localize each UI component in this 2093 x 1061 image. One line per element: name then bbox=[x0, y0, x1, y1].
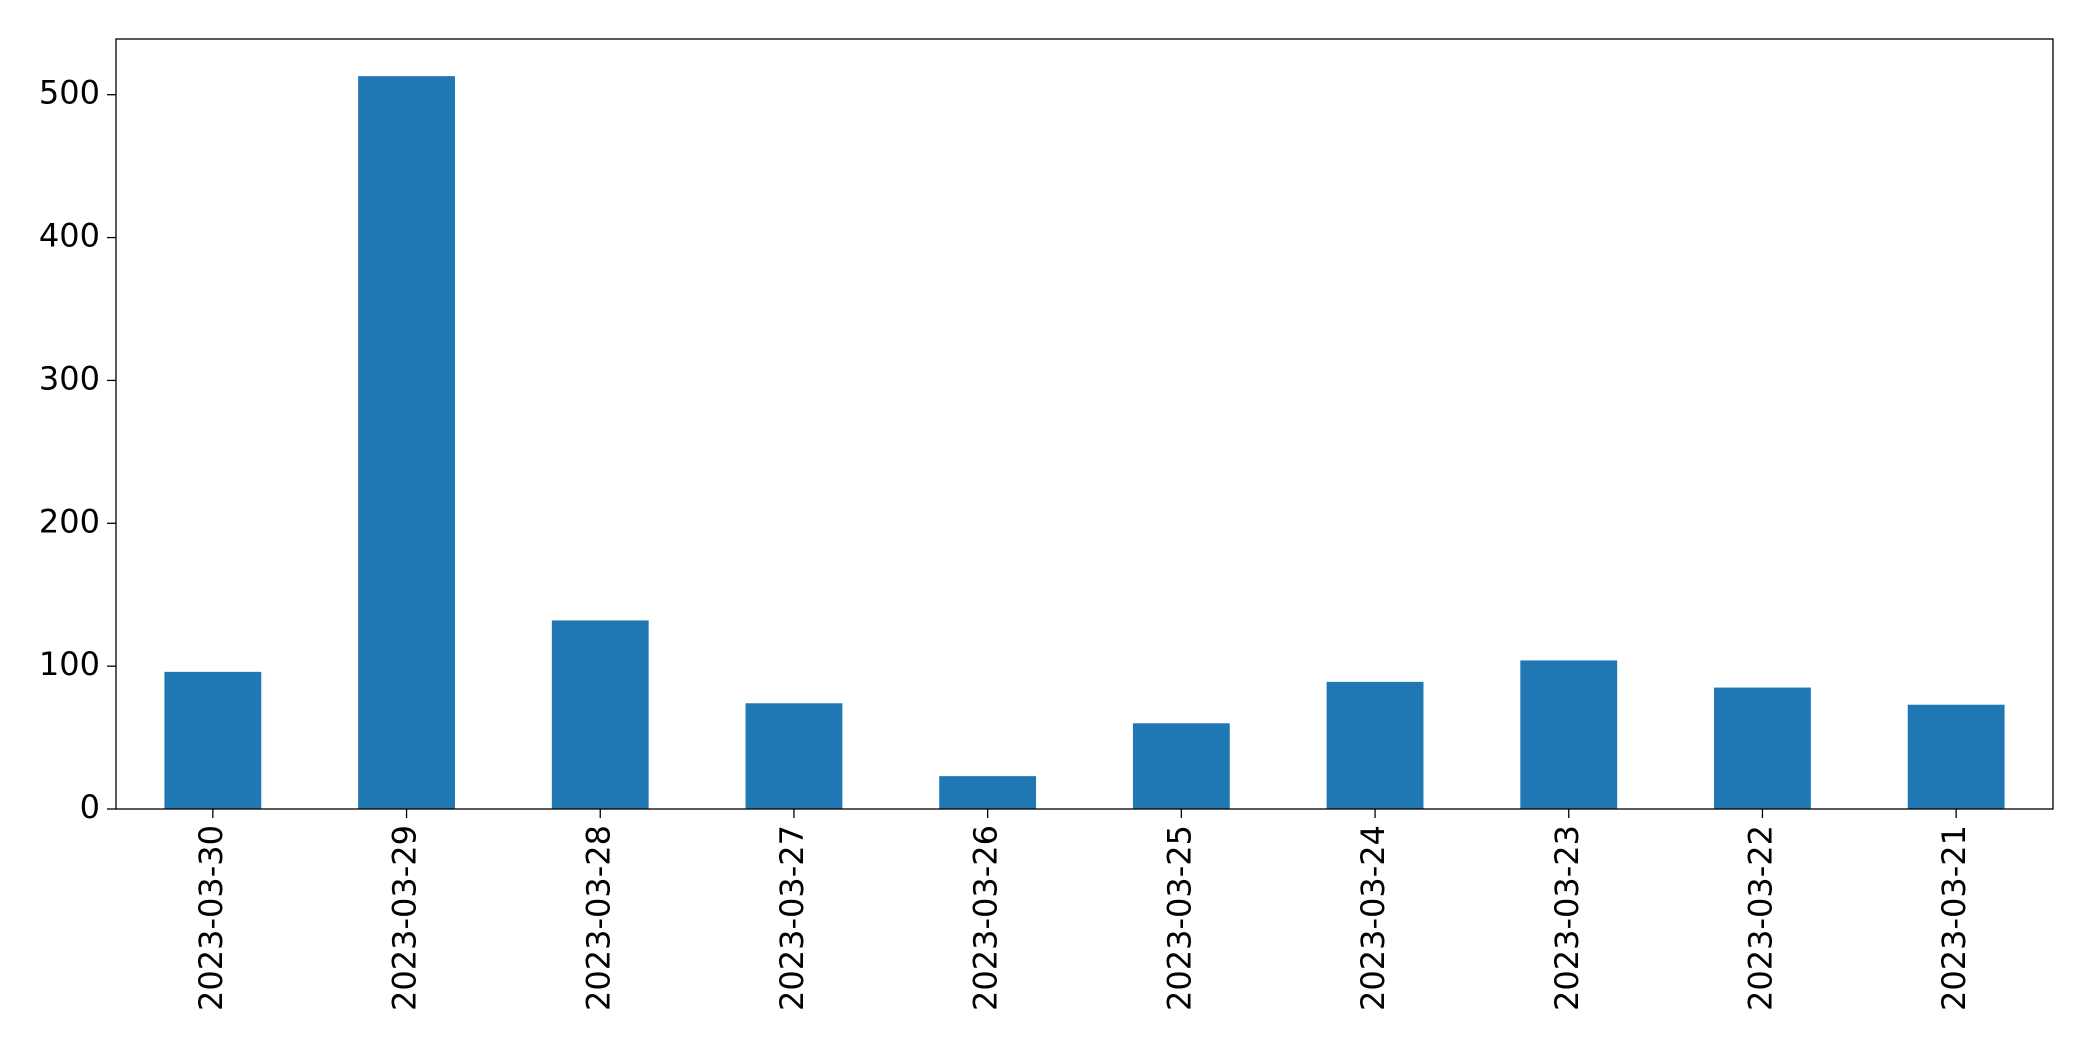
x-tick-label: 2023-03-21 bbox=[1935, 825, 1973, 1011]
bar bbox=[164, 671, 262, 809]
x-tick-label: 2023-03-25 bbox=[1160, 825, 1198, 1011]
y-tick-label: 100 bbox=[39, 645, 100, 683]
x-tick-label: 2023-03-26 bbox=[967, 825, 1005, 1011]
y-tick-label: 500 bbox=[39, 74, 100, 112]
y-tick-label: 0 bbox=[80, 788, 100, 826]
x-tick-label: 2023-03-22 bbox=[1741, 825, 1779, 1011]
y-tick-label: 200 bbox=[39, 502, 100, 540]
y-tick-label: 400 bbox=[39, 217, 100, 255]
plot-frame bbox=[115, 38, 2054, 810]
x-tick-label: 2023-03-27 bbox=[773, 825, 811, 1011]
x-tick-label: 2023-03-28 bbox=[579, 825, 617, 1011]
bar bbox=[745, 703, 843, 809]
bar bbox=[1714, 687, 1811, 809]
x-tick-label: 2023-03-23 bbox=[1548, 825, 1586, 1011]
x-tick-label: 2023-03-29 bbox=[386, 825, 424, 1011]
bar bbox=[1520, 660, 1618, 809]
bar bbox=[939, 776, 1037, 809]
bar bbox=[1132, 723, 1230, 809]
bar bbox=[1907, 704, 2005, 809]
bar bbox=[358, 76, 455, 809]
x-tick-label: 2023-03-24 bbox=[1354, 825, 1392, 1011]
y-tick-label: 300 bbox=[39, 359, 100, 397]
x-tick-label: 2023-03-30 bbox=[192, 825, 230, 1011]
bar bbox=[1326, 681, 1424, 809]
bar bbox=[551, 620, 649, 809]
